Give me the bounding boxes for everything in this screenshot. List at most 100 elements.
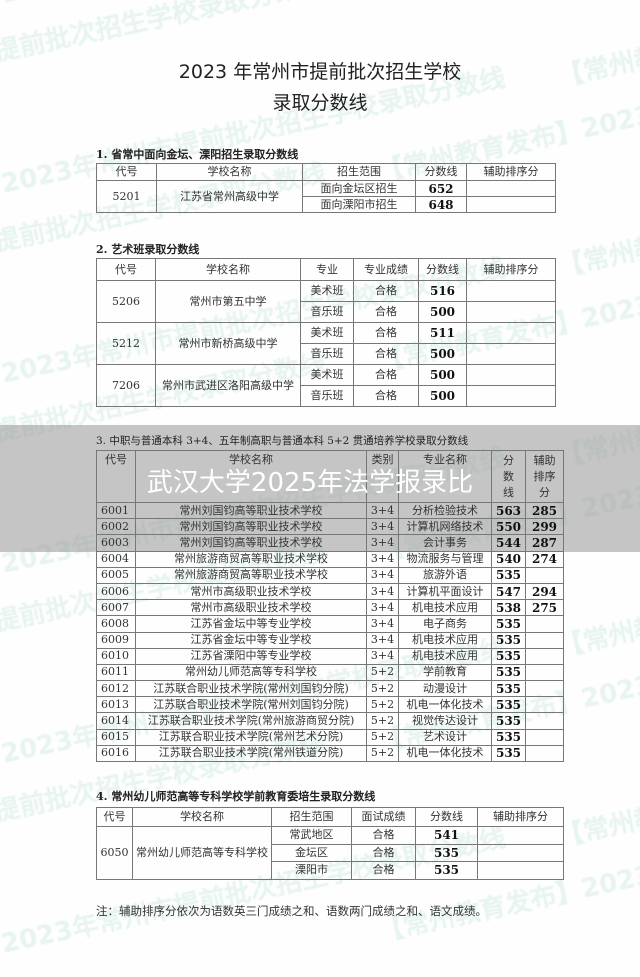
type: 3+4	[366, 534, 399, 552]
column-header: 招生范围	[271, 807, 352, 827]
aux-score	[525, 615, 564, 633]
school-code: 5206	[96, 280, 156, 323]
code: 6012	[96, 680, 136, 698]
cutoff-score: 535	[491, 744, 526, 763]
section2-table: 代号 学校名称 专业 专业成绩 分数线 辅助排序分 5206 常州市第五中学 美术班 合格 516 音…	[96, 258, 556, 407]
table-row: 6014 江苏联合职业技术学院(常州旅游商贸分院) 5+2 视觉传达设计 535	[96, 712, 564, 730]
major: 音乐班	[300, 301, 354, 323]
major: 音乐班	[300, 385, 354, 407]
code: 6005	[96, 566, 136, 584]
aux-score: 275	[525, 599, 564, 617]
aux-score	[466, 322, 556, 344]
cutoff-score: 544	[491, 534, 526, 552]
code: 6004	[96, 550, 136, 568]
type: 3+4	[366, 518, 399, 536]
type: 5+2	[366, 744, 399, 763]
major: 美术班	[300, 322, 354, 344]
column-header: 专业成绩	[353, 258, 419, 281]
column-header: 学校名称	[155, 258, 301, 281]
school-name: 江苏联合职业技术学院(常州铁道分院)	[135, 744, 367, 763]
aux-score	[525, 566, 564, 584]
major-grade: 合格	[353, 301, 419, 323]
major-name: 分析检验技术	[398, 501, 492, 520]
table-row: 7206 常州市武进区洛阳高级中学 美术班 合格 500	[96, 364, 556, 407]
enrollment-range: 常武地区	[271, 826, 352, 845]
major-grade: 合格	[353, 385, 419, 407]
table-row: 6001 常州刘国钧高等职业技术学校 3+4 分析检验技术 563 285	[96, 501, 564, 520]
major-name: 动漫设计	[398, 680, 492, 698]
cutoff-score: 511	[418, 322, 467, 344]
major-name: 机电一体化技术	[398, 696, 492, 714]
major-name: 计算机平面设计	[398, 582, 492, 601]
code: 6006	[96, 582, 136, 601]
school-name: 常州刘国钧高等职业技术学校	[135, 518, 367, 536]
column-header: 学校名称	[132, 807, 272, 827]
aux-score: 287	[525, 534, 564, 552]
aux-score	[477, 826, 564, 845]
aux-score	[477, 861, 564, 880]
document-subtitle: 录取分数线	[272, 92, 368, 114]
aux-score	[525, 647, 564, 665]
cutoff-score: 535	[491, 663, 526, 682]
cutoff-score: 535	[491, 647, 526, 665]
enrollment-range: 金坛区	[271, 843, 352, 862]
type: 3+4	[366, 501, 399, 520]
column-header: 代号	[96, 807, 133, 827]
table-row: 5212 常州市新桥高级中学 美术班 合格 511	[96, 322, 556, 365]
cutoff-score: 500	[418, 301, 467, 323]
cutoff-score: 535	[491, 566, 526, 584]
type: 3+4	[366, 615, 399, 633]
enrollment-range: 溧阳市	[271, 861, 352, 880]
enrollment-range: 面向金坛区招生	[302, 180, 416, 197]
school-name: 江苏联合职业技术学院(常州艺术分院)	[135, 728, 367, 746]
cutoff-score: 538	[491, 599, 526, 617]
major-name: 机电技术应用	[398, 631, 492, 649]
aux-score	[466, 280, 556, 302]
table-row: 6013 江苏联合职业技术学院(常州刘国钧分院) 5+2 机电一体化技术 535	[96, 696, 564, 714]
major-name: 计算机网络技术	[398, 518, 492, 536]
school-name: 江苏省常州高级中学	[156, 180, 303, 213]
table-row: 6004 常州旅游商贸高等职业技术学校 3+4 物流服务与管理 540 274	[96, 550, 564, 568]
column-header: 分数线	[415, 163, 467, 181]
school-name: 常州市武进区洛阳高级中学	[155, 364, 301, 407]
school-name: 常州市高级职业技术学校	[135, 599, 367, 617]
column-header: 招生范围	[302, 163, 416, 181]
footnote: 注：辅助排序分依次为语数英三门成绩之和、语数两门成绩之和、语文成绩。	[96, 904, 487, 918]
type: 5+2	[366, 712, 399, 730]
cutoff-score: 500	[418, 343, 467, 365]
header-row: 代号 学校名称 专业 专业成绩 分数线 辅助排序分	[96, 258, 556, 281]
table-row: 6012 江苏联合职业技术学院(常州刘国钧分院) 5+2 动漫设计 535	[96, 680, 564, 698]
cutoff-score: 535	[415, 861, 478, 880]
aux-score	[525, 712, 564, 730]
code: 6002	[96, 518, 136, 536]
aux-score	[525, 744, 564, 763]
code: 6008	[96, 615, 136, 633]
school-name: 常州市新桥高级中学	[155, 322, 301, 365]
type: 5+2	[366, 728, 399, 746]
major-name: 会计事务	[398, 534, 492, 552]
type: 3+4	[366, 647, 399, 665]
column-header: 面试成绩	[351, 807, 416, 827]
code: 6011	[96, 663, 136, 682]
aux-score	[525, 728, 564, 746]
aux-score	[466, 343, 556, 365]
aux-score	[466, 385, 556, 407]
aux-score	[466, 196, 556, 213]
cutoff-score: 550	[491, 518, 526, 536]
interview-grade: 合格	[351, 861, 416, 880]
school-code: 5212	[96, 322, 156, 365]
column-header: 代号	[96, 258, 156, 281]
school-name: 常州幼儿师范高等专科学校	[132, 826, 272, 880]
cutoff-score: 540	[491, 550, 526, 568]
major-grade: 合格	[353, 322, 419, 344]
major-name: 机电技术应用	[398, 599, 492, 617]
table-row: 6050 常州幼儿师范高等专科学校 常武地区 合格 541	[96, 826, 564, 880]
aux-score: 274	[525, 550, 564, 568]
table-row: 5201 江苏省常州高级中学 面向金坛区招生 652	[96, 180, 556, 213]
cutoff-score: 535	[491, 712, 526, 730]
table-row: 6010 江苏省溧阳中等专业学校 3+4 机电技术应用 535	[96, 647, 564, 665]
school-name: 江苏联合职业技术学院(常州旅游商贸分院)	[135, 712, 367, 730]
cutoff-score: 500	[418, 364, 467, 386]
major-grade: 合格	[353, 364, 419, 386]
school-name: 江苏联合职业技术学院(常州刘国钧分院)	[135, 680, 367, 698]
